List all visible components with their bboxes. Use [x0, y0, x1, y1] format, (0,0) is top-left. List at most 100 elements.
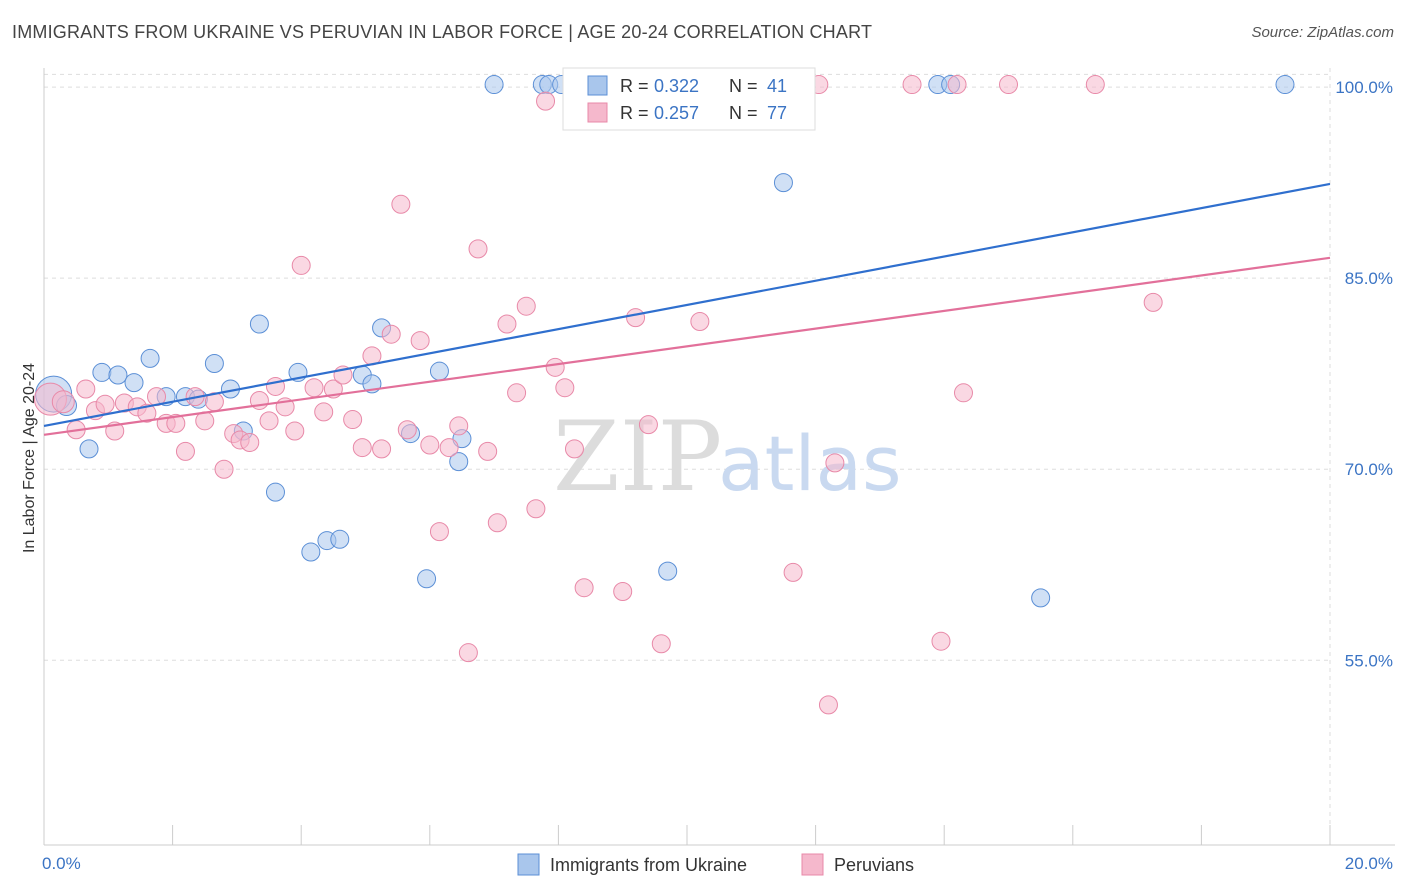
- point-peruvians-62: [690, 311, 710, 331]
- bottom-legend-label-ukraine: Immigrants from Ukraine: [550, 855, 747, 875]
- legend-n-value-peruvians: 77: [767, 103, 787, 123]
- series-peruvians-points: [33, 75, 1163, 715]
- point-ukraine-10: [204, 354, 224, 374]
- point-ukraine-6: [140, 348, 160, 368]
- point-peruvians-48: [507, 383, 527, 403]
- point-ukraine-27: [484, 75, 504, 95]
- point-peruvians-55: [574, 578, 594, 598]
- series-ukraine-points: [35, 75, 1295, 608]
- point-peruvians-60: [651, 634, 671, 654]
- point-peruvians-46: [487, 513, 507, 533]
- point-peruvians-53: [555, 378, 575, 398]
- point-peruvians-1: [51, 390, 75, 414]
- point-peruvians-5: [95, 394, 115, 414]
- point-peruvians-68: [902, 75, 922, 95]
- point-ukraine-36: [773, 173, 793, 193]
- point-peruvians-38: [410, 331, 430, 351]
- point-peruvians-64: [783, 562, 803, 582]
- axes: [43, 68, 1395, 846]
- chart-title: IMMIGRANTS FROM UKRAINE VS PERUVIAN IN L…: [12, 22, 873, 42]
- point-peruvians-43: [458, 643, 478, 663]
- point-ukraine-25: [449, 452, 469, 472]
- point-peruvians-49: [516, 296, 536, 316]
- legend-swatch-ukraine: [587, 75, 608, 96]
- point-peruvians-52: [545, 357, 565, 377]
- trend-lines: [43, 182, 1331, 436]
- point-peruvians-9: [137, 403, 157, 423]
- point-ukraine-4: [108, 365, 128, 385]
- point-peruvians-25: [285, 421, 305, 441]
- point-peruvians-42: [449, 416, 469, 436]
- point-peruvians-17: [214, 459, 234, 479]
- y-tick-label-100: 100.0%: [1335, 78, 1393, 97]
- legend-r-value-ukraine: 0.322: [654, 76, 699, 96]
- point-peruvians-50: [526, 499, 546, 519]
- point-ukraine-2: [79, 439, 99, 459]
- trend-line-peruvians: [43, 256, 1331, 436]
- point-peruvians-57: [613, 582, 633, 602]
- point-peruvians-47: [497, 314, 517, 334]
- point-ukraine-23: [417, 569, 437, 589]
- legend-r-label-ukraine: R =: [620, 76, 649, 96]
- point-peruvians-67: [825, 453, 845, 473]
- point-peruvians-59: [638, 415, 658, 435]
- point-peruvians-3: [76, 379, 96, 399]
- point-peruvians-31: [343, 410, 363, 430]
- point-peruvians-69: [931, 631, 951, 651]
- y-axis-title: In Labor Force | Age 20-24: [21, 363, 38, 553]
- bottom-legend-swatch-ukraine: [517, 853, 540, 876]
- point-peruvians-41: [439, 438, 459, 458]
- point-peruvians-34: [372, 439, 392, 459]
- series-legend: Immigrants from Ukraine Peruvians: [517, 853, 914, 876]
- legend-n-label-peruvians: N =: [729, 103, 758, 123]
- legend-r-value-peruvians: 0.257: [654, 103, 699, 123]
- trend-line-ukraine: [43, 182, 1331, 428]
- point-peruvians-35: [381, 324, 401, 344]
- point-ukraine-13: [249, 314, 269, 334]
- bottom-legend-swatch-peruvians: [801, 853, 824, 876]
- point-peruvians-73: [1085, 75, 1105, 95]
- point-peruvians-39: [420, 435, 440, 455]
- point-peruvians-37: [397, 420, 417, 440]
- point-peruvians-72: [999, 75, 1018, 95]
- point-peruvians-71: [953, 383, 973, 403]
- stats-legend: R = 0.322 N = 41 R = 0.257 N = 77: [562, 67, 816, 131]
- point-ukraine-5: [124, 373, 144, 393]
- point-peruvians-51: [536, 91, 556, 111]
- point-peruvians-36: [391, 194, 411, 214]
- point-peruvians-54: [564, 439, 584, 459]
- watermark: ZIP atlas: [553, 401, 902, 513]
- point-peruvians-44: [468, 239, 488, 259]
- point-ukraine-3: [92, 362, 112, 382]
- point-peruvians-27: [304, 378, 324, 398]
- point-ukraine-34: [658, 561, 678, 581]
- point-ukraine-14: [265, 482, 285, 502]
- point-ukraine-18: [330, 529, 350, 549]
- legend-swatch-peruvians: [587, 102, 608, 123]
- y-tick-labels: 55.0% 70.0% 85.0% 100.0%: [1335, 78, 1393, 670]
- legend-r-label-peruvians: R =: [620, 103, 649, 123]
- watermark-atlas: atlas: [718, 419, 902, 508]
- point-ukraine-39: [1031, 588, 1051, 608]
- point-ukraine-16: [301, 542, 321, 562]
- point-peruvians-70: [947, 75, 967, 95]
- point-peruvians-66: [818, 695, 838, 715]
- point-peruvians-74: [1143, 292, 1163, 312]
- y-tick-label-85: 85.0%: [1345, 269, 1393, 288]
- source-label: Source: ZipAtlas.com: [1251, 24, 1394, 41]
- point-peruvians-13: [175, 441, 195, 461]
- y-tick-label-70: 70.0%: [1345, 460, 1393, 479]
- point-peruvians-40: [429, 522, 449, 542]
- point-peruvians-45: [478, 441, 498, 461]
- y-tick-label-55: 55.0%: [1345, 651, 1393, 670]
- point-peruvians-32: [352, 438, 372, 458]
- x-tick-labels: 0.0% 20.0%: [42, 854, 1393, 873]
- legend-n-label-ukraine: N =: [729, 76, 758, 96]
- legend-n-value-ukraine: 41: [767, 76, 787, 96]
- watermark-zip: ZIP: [553, 401, 722, 513]
- x-tick-label-max: 20.0%: [1345, 854, 1393, 873]
- x-ticks: [43, 825, 1331, 845]
- point-ukraine-24: [429, 361, 449, 381]
- point-peruvians-12: [166, 413, 186, 433]
